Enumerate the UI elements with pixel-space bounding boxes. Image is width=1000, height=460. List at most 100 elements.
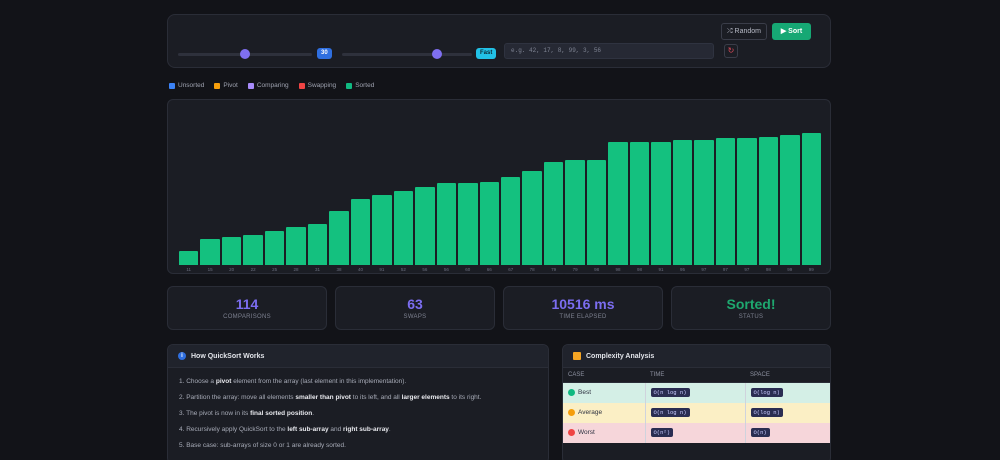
stat-label: TIME ELAPSED — [559, 314, 607, 320]
legend-item-unsorted: Unsorted — [169, 82, 204, 89]
random-button[interactable]: ⤮ Random — [721, 23, 767, 40]
time-complexity: O(n²) — [650, 428, 674, 437]
bar — [200, 238, 220, 265]
bar-label: 31 — [315, 267, 321, 272]
bar — [179, 250, 199, 265]
bar-label: 97 — [744, 267, 750, 272]
step-item: 4. Recursively apply QuickSort to the le… — [179, 426, 391, 433]
bar — [329, 210, 349, 265]
average-case-icon — [568, 408, 575, 416]
bar — [479, 181, 499, 265]
legend-item-swapping: Swapping — [298, 82, 337, 89]
bar-label: 98 — [637, 267, 643, 272]
bar — [565, 159, 585, 265]
stat-time: 10516 ms TIME ELAPSED — [503, 286, 663, 330]
bar-label: 28 — [293, 267, 299, 272]
bar-label: 56 — [422, 267, 428, 272]
speed-value: Fast — [476, 48, 497, 59]
bar-label: 22 — [250, 267, 256, 272]
bar — [350, 199, 371, 265]
bar — [393, 191, 414, 265]
bar — [243, 234, 263, 265]
table-row: Best O(n log n) O(log n) — [563, 382, 830, 403]
legend-item-pivot: Pivot — [214, 82, 238, 89]
bar-label: 98 — [765, 267, 771, 272]
reset-icon: ↻ — [727, 46, 735, 55]
table-row: Average O(n log n) O(log n) — [563, 402, 830, 423]
bar-label: 95 — [679, 267, 685, 272]
bar-label: 78 — [529, 267, 535, 272]
how-it-works-header: i How QuickSort Works — [168, 345, 548, 368]
speed-slider[interactable] — [342, 49, 472, 59]
space-complexity: O(n) — [750, 428, 770, 437]
stat-comparisons: 114 COMPARISONS — [167, 286, 327, 330]
panel-title: How QuickSort Works — [191, 352, 265, 360]
bar-label: 66 — [486, 267, 492, 272]
bar-label: 91 — [379, 267, 385, 272]
legend: Unsorted Pivot Comparing Swapping Sorted — [169, 82, 374, 89]
bar-label: 11 — [186, 267, 192, 272]
bar — [264, 230, 285, 265]
bar — [415, 187, 435, 265]
space-complexity: O(log n) — [750, 408, 783, 417]
best-case-icon — [568, 389, 575, 397]
stat-label: STATUS — [738, 314, 764, 320]
bar — [737, 138, 757, 265]
array-size-value: 30 — [317, 48, 332, 59]
stat-label: SWAPS — [403, 314, 427, 320]
bar-area: 11 15 20 22 25 28 31 38 40 91 52 56 56 60 66 67 78 79 79 98… — [178, 100, 822, 272]
step-list: 1. Choose a pivot element from the array… — [168, 368, 548, 449]
bar-label: 15 — [207, 267, 213, 272]
shuffle-icon: ⤮ — [726, 28, 733, 35]
panel-title: Complexity Analysis — [586, 352, 655, 360]
random-button-label: Random — [734, 28, 762, 35]
control-panel: 30 Fast e.g. 42, 17, 8, 99, 3, 56 ⤮ Rand… — [167, 14, 831, 68]
table-icon — [573, 352, 581, 360]
legend-label: Swapping — [307, 82, 337, 89]
bar — [372, 195, 392, 265]
legend-swatch — [169, 82, 175, 89]
legend-swatch — [214, 82, 221, 89]
stat-status: Sorted! STATUS — [671, 286, 831, 330]
bar — [758, 137, 779, 265]
complexity-header: Complexity Analysis — [563, 345, 830, 368]
bar — [780, 134, 800, 265]
array-size-thumb[interactable] — [240, 49, 250, 59]
step-item: 2. Partition the array: move all element… — [179, 394, 482, 401]
bar-label: 40 — [357, 267, 363, 272]
bar — [715, 138, 736, 265]
col-header: CASE — [563, 368, 645, 383]
info-icon: i — [178, 352, 186, 360]
bar — [629, 142, 650, 265]
legend-label: Comparing — [256, 82, 289, 89]
bar-label: 60 — [465, 267, 471, 272]
step-item: 1. Choose a pivot element from the array… — [179, 378, 407, 385]
bar-label: 52 — [400, 267, 406, 272]
stat-value: Sorted! — [726, 296, 776, 312]
legend-label: Sorted — [355, 82, 375, 89]
how-it-works-panel: i How QuickSort Works 1. Choose a pivot … — [167, 344, 549, 460]
sort-button[interactable]: ▶ Sort — [772, 23, 811, 40]
bar-label: 25 — [272, 267, 278, 272]
bar — [651, 142, 671, 265]
legend-swatch — [298, 82, 305, 89]
bar — [221, 237, 242, 265]
step-item: 3. The pivot is now in its final sorted … — [179, 410, 314, 417]
bar-label: 98 — [594, 267, 600, 272]
speed-thumb[interactable] — [432, 49, 442, 59]
bar-label: 67 — [508, 267, 514, 272]
play-icon: ▶ — [780, 28, 787, 35]
legend-item-comparing: Comparing — [247, 82, 289, 89]
bar — [436, 183, 457, 265]
bar-label: 97 — [722, 267, 728, 272]
bar — [543, 162, 564, 265]
complexity-panel: Complexity Analysis CASE TIME SPACE Best… — [562, 344, 831, 460]
reset-button[interactable]: ↻ — [724, 44, 738, 58]
array-size-slider[interactable] — [178, 49, 312, 59]
bar — [694, 139, 714, 265]
array-input[interactable]: e.g. 42, 17, 8, 99, 3, 56 — [504, 43, 714, 59]
bar-label: 91 — [658, 267, 664, 272]
bar-label: 56 — [443, 267, 449, 272]
complexity-table: CASE TIME SPACE Best O(n log n) O(log n)… — [563, 368, 830, 443]
stat-label: COMPARISONS — [223, 314, 271, 320]
